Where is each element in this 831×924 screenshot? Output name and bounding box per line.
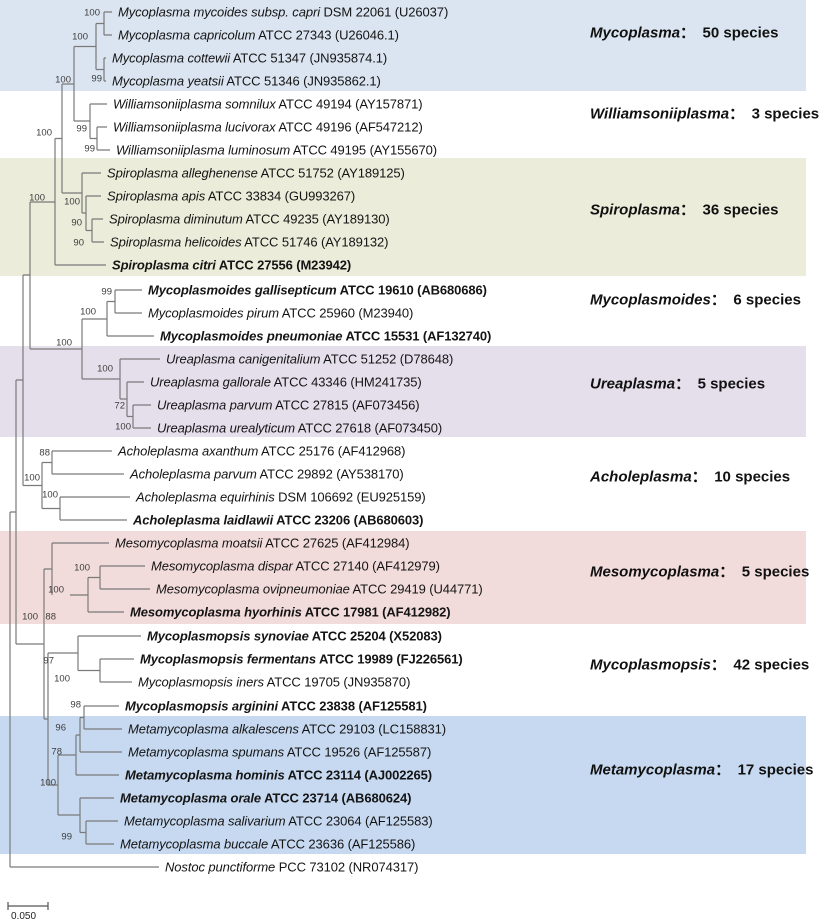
tree-vertical-connectors xyxy=(9,12,134,867)
bootstrap-value: 90 xyxy=(71,217,82,229)
taxon-label: Spiroplasma alleghenense ATCC 51752 (AY1… xyxy=(107,165,405,181)
taxon-label: Metamycoplasma alkalescens ATCC 29103 (L… xyxy=(128,721,446,737)
bootstrap-value: 100 xyxy=(40,777,56,789)
bootstrap-value: 99 xyxy=(84,143,95,155)
taxon-label: Acholeplasma axanthum ATCC 25176 (AF4129… xyxy=(118,443,406,459)
scale-bar xyxy=(7,902,49,910)
taxon-label: Mycoplasmoides pirum ATCC 25960 (M23940) xyxy=(148,305,414,321)
bootstrap-value: 90 xyxy=(73,237,84,249)
taxon-label: Mycoplasmopsis synoviae ATCC 25204 (X520… xyxy=(147,628,442,644)
taxon-label: Mesomycoplasma dispar ATCC 27140 (AF4129… xyxy=(151,558,440,574)
genus-summary: Mesomycoplasma： 5 species xyxy=(590,563,810,581)
bootstrap-value: 100 xyxy=(74,562,90,574)
bootstrap-value: 99 xyxy=(76,123,87,135)
tree-tip-branches xyxy=(10,11,160,868)
bootstrap-value: 100 xyxy=(97,363,113,375)
taxon-label: Mesomycoplasma hyorhinis ATCC 17981 (AF4… xyxy=(130,604,451,620)
bootstrap-value: 96 xyxy=(55,722,66,734)
taxon-label: Mycoplasmoides pneumoniae ATCC 15531 (AF… xyxy=(160,328,492,344)
bootstrap-value: 100 xyxy=(55,74,71,86)
scale-bar-label: 0.050 xyxy=(11,911,37,922)
ureaplasma-band xyxy=(0,346,806,437)
spiroplasma-band xyxy=(0,158,806,276)
taxon-label: Williamsoniiplasma lucivorax ATCC 49196 … xyxy=(113,119,423,135)
taxon-label: Metamycoplasma spumans ATCC 19526 (AF125… xyxy=(128,744,432,760)
taxon-label: Metamycoplasma hominis ATCC 23114 (AJ002… xyxy=(125,767,433,783)
taxon-label: Ureaplasma parvum ATCC 27815 (AF073456) xyxy=(157,397,420,413)
mesomycoplasma-band xyxy=(0,531,806,624)
taxon-label: Williamsoniiplasma somnilux ATCC 49194 (… xyxy=(113,96,423,112)
taxon-label: Nostoc punctiforme PCC 73102 (NR074317) xyxy=(165,859,419,875)
bootstrap-value: 97 xyxy=(43,655,54,667)
bootstrap-value: 100 xyxy=(80,306,96,318)
taxon-label: Ureaplasma canigenitalium ATCC 51252 (D7… xyxy=(166,351,454,367)
taxon-label: Spiroplasma diminutum ATCC 49235 (AY1891… xyxy=(109,211,390,227)
bootstrap-value: 98 xyxy=(70,699,81,711)
taxon-label: Mycoplasma capricolum ATCC 27343 (U26046… xyxy=(118,27,399,43)
mycoplasma-band xyxy=(0,0,806,91)
taxon-label: Acholeplasma laidlawii ATCC 23206 (AB680… xyxy=(133,512,424,528)
bootstrap-value: 99 xyxy=(61,831,72,843)
metamycoplasma-band xyxy=(0,716,806,854)
bootstrap-value: 100 xyxy=(72,31,88,43)
taxon-label: Metamycoplasma salivarium ATCC 23064 (AF… xyxy=(124,813,433,829)
taxon-label: Mycoplasma cottewii ATCC 51347 (JN935874… xyxy=(112,50,388,66)
bootstrap-value: 100 xyxy=(54,673,70,685)
bootstrap-value: 100 xyxy=(48,584,64,596)
taxon-label: Acholeplasma equirhinis DSM 106692 (EU92… xyxy=(136,489,426,505)
bootstrap-value: 99 xyxy=(91,73,102,85)
taxon-label: Mesomycoplasma moatsii ATCC 27625 (AF412… xyxy=(115,535,410,551)
bootstrap-value: 88 xyxy=(39,447,50,459)
bootstrap-value: 100 xyxy=(115,421,131,433)
taxon-label: Mycoplasmopsis fermentans ATCC 19989 (FJ… xyxy=(140,651,463,667)
genus-summary: Metamycoplasma： 17 species xyxy=(590,761,814,779)
bootstrap-value: 72 xyxy=(114,400,125,412)
taxon-label: Mycoplasma yeatsii ATCC 51346 (JN935862.… xyxy=(112,73,381,89)
genus-summary: Mycoplasmopsis： 42 species xyxy=(590,656,810,674)
taxon-label: Mycoplasmoides gallisepticum ATCC 19610 … xyxy=(148,282,487,298)
bootstrap-value: 100 xyxy=(84,7,100,19)
genus-summary: Williamsoniiplasma： 3 species xyxy=(590,105,820,123)
taxon-label: Mycoplasmopsis iners ATCC 19705 (JN93587… xyxy=(138,674,411,690)
bootstrap-value: 100 xyxy=(64,196,80,208)
bootstrap-value: 78 xyxy=(51,746,62,758)
genus-summary: Mycoplasma： 50 species xyxy=(590,24,779,42)
bootstrap-value: 100 xyxy=(22,611,38,623)
genus-summary: Acholeplasma： 10 species xyxy=(590,468,791,486)
bootstrap-value: 100 xyxy=(24,472,40,484)
taxon-label: Spiroplasma citri ATCC 27556 (M23942) xyxy=(112,257,352,273)
genus-summary: Spiroplasma： 36 species xyxy=(590,201,779,219)
genus-summary: Mycoplasmoides： 6 species xyxy=(590,291,801,309)
taxon-label: Spiroplasma helicoides ATCC 51746 (AY189… xyxy=(110,234,389,250)
taxon-label: Spiroplasma apis ATCC 33834 (GU993267) xyxy=(107,188,356,204)
taxon-label: Mesomycoplasma ovipneumoniae ATCC 29419 … xyxy=(156,581,483,597)
bootstrap-value: 100 xyxy=(56,337,72,349)
taxon-label: Metamycoplasma buccale ATCC 23636 (AF125… xyxy=(120,836,416,852)
taxon-label: Williamsoniiplasma luminosum ATCC 49195 … xyxy=(116,142,437,158)
genus-summary: Ureaplasma： 5 species xyxy=(590,375,766,393)
bootstrap-value: 88 xyxy=(45,611,56,623)
taxon-label: Mycoplasmopsis arginini ATCC 23838 (AF12… xyxy=(125,698,427,714)
taxon-label: Acholeplasma parvum ATCC 29892 (AY538170… xyxy=(130,466,404,482)
bootstrap-value: 100 xyxy=(36,127,52,139)
taxon-label: Mycoplasma mycoides subsp. capri DSM 220… xyxy=(118,4,449,20)
tree-internal-branches xyxy=(10,22,133,834)
bootstrap-value: 100 xyxy=(42,489,58,501)
bootstrap-value: 100 xyxy=(29,192,45,204)
taxon-label: Ureaplasma gallorale ATCC 43346 (HM24173… xyxy=(150,374,422,390)
taxon-label: Ureaplasma urealyticum ATCC 27618 (AF073… xyxy=(157,420,443,436)
bootstrap-value: 99 xyxy=(101,286,112,298)
taxon-label: Metamycoplasma orale ATCC 23714 (AB68062… xyxy=(120,790,412,806)
